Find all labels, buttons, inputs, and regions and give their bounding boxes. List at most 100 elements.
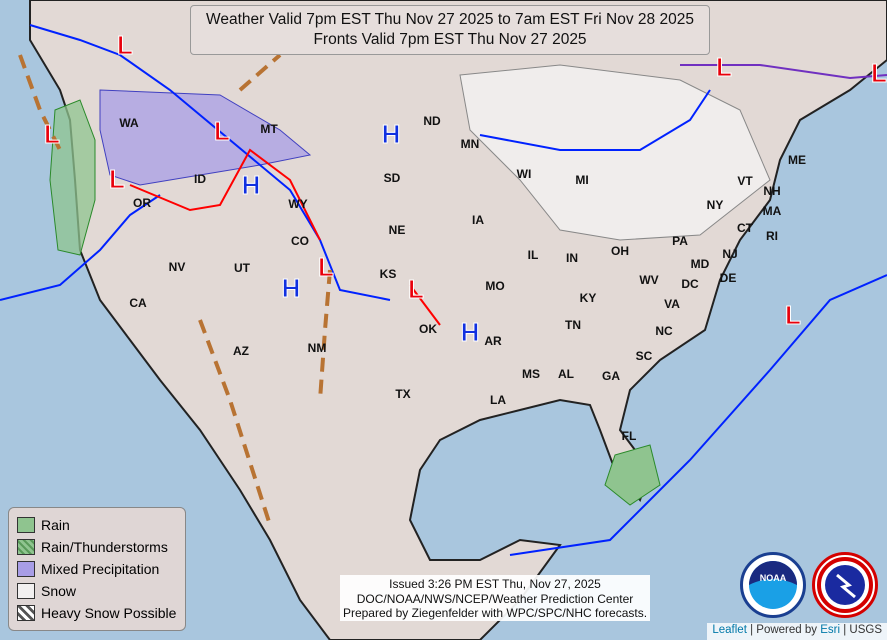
low-pressure-center: L	[318, 252, 334, 282]
map-title: Weather Valid 7pm EST Thu Nov 27 2025 to…	[190, 5, 710, 55]
legend-swatch	[17, 561, 35, 577]
state-label-ky: KY	[580, 291, 597, 305]
state-label-co: CO	[291, 234, 309, 248]
legend-swatch	[17, 539, 35, 555]
legend-label: Snow	[41, 583, 77, 599]
low-pressure-center: L	[109, 164, 125, 194]
state-label-nm: NM	[308, 341, 327, 355]
rain-area	[49, 99, 96, 256]
state-label-ok: OK	[419, 322, 437, 336]
attribution-text: | Powered by	[746, 624, 821, 636]
state-label-la: LA	[490, 393, 506, 407]
snow-area-great-lakes	[459, 64, 771, 241]
esri-link[interactable]: Esri	[820, 624, 841, 636]
mixed-precip-area	[99, 89, 312, 186]
high-pressure-center: H	[382, 119, 401, 149]
state-label-tx: TX	[395, 387, 410, 401]
state-label-wy: WY	[288, 197, 307, 211]
state-label-sd: SD	[384, 171, 401, 185]
state-label-ri: RI	[766, 229, 778, 243]
legend-swatch	[17, 517, 35, 533]
state-label-ct: CT	[737, 221, 754, 235]
state-label-de: DE	[720, 271, 737, 285]
legend-label: Rain	[41, 517, 70, 533]
legend-item: Snow	[17, 580, 177, 602]
state-label-vt: VT	[737, 174, 753, 188]
state-label-id: ID	[194, 172, 206, 186]
state-label-mn: MN	[461, 137, 480, 151]
state-label-nv: NV	[169, 260, 186, 274]
state-label-nj: NJ	[722, 247, 737, 261]
issued-box: Issued 3:26 PM EST Thu, Nov 27, 2025 DOC…	[340, 575, 650, 621]
legend-item: Heavy Snow Possible	[17, 602, 177, 624]
state-label-dc: DC	[681, 277, 699, 291]
state-label-al: AL	[558, 367, 574, 381]
state-label-fl: FL	[622, 429, 637, 443]
low-pressure-center: L	[214, 116, 230, 146]
state-label-ks: KS	[380, 267, 397, 281]
low-pressure-center: L	[44, 119, 60, 149]
state-label-tn: TN	[565, 318, 581, 332]
trough	[238, 53, 282, 92]
cold-front	[509, 274, 887, 556]
state-label-ca: CA	[129, 296, 147, 310]
leaflet-link[interactable]: Leaflet	[712, 624, 747, 636]
state-label-me: ME	[788, 153, 806, 167]
warm-front	[129, 148, 321, 241]
state-label-md: MD	[691, 257, 710, 271]
state-label-mt: MT	[260, 122, 278, 136]
cold-front	[29, 24, 391, 301]
state-label-in: IN	[566, 251, 578, 265]
low-pressure-center: L	[117, 30, 133, 60]
occluded-front	[680, 64, 887, 80]
title-line-1: Weather Valid 7pm EST Thu Nov 27 2025 to…	[206, 11, 694, 28]
attribution: Leaflet | Powered by Esri | USGS	[707, 623, 887, 640]
legend-item: Rain	[17, 514, 177, 536]
noaa-logo: NOAA	[740, 552, 806, 618]
forecaster-credit: Prepared by Ziegenfelder with WPC/SPC/NH…	[342, 606, 648, 620]
state-label-ne: NE	[389, 223, 406, 237]
state-label-ms: MS	[522, 367, 540, 381]
trough	[18, 54, 62, 151]
state-label-nd: ND	[423, 114, 441, 128]
high-pressure-center: H	[461, 317, 480, 347]
legend-swatch	[17, 583, 35, 599]
state-label-oh: OH	[611, 244, 629, 258]
state-label-pa: PA	[672, 234, 688, 248]
state-label-il: IL	[528, 248, 539, 262]
low-pressure-center: L	[785, 300, 801, 330]
legend-item: Rain/Thunderstorms	[17, 536, 177, 558]
state-label-nh: NH	[763, 184, 780, 198]
low-pressure-center: L	[408, 274, 424, 304]
issued-time: Issued 3:26 PM EST Thu, Nov 27, 2025	[389, 577, 601, 591]
high-pressure-center: H	[242, 170, 261, 200]
state-label-wi: WI	[517, 167, 532, 181]
state-label-or: OR	[133, 196, 151, 210]
state-label-wv: WV	[639, 273, 658, 287]
state-label-wa: WA	[119, 116, 139, 130]
state-label-mo: MO	[485, 279, 504, 293]
legend-label: Heavy Snow Possible	[41, 605, 177, 621]
state-label-ma: MA	[763, 204, 782, 218]
legend-swatch	[17, 605, 35, 621]
attribution-usgs: | USGS	[840, 624, 882, 636]
legend-label: Mixed Precipitation	[41, 561, 160, 577]
svg-text:NOAA: NOAA	[760, 573, 787, 583]
state-label-nc: NC	[655, 324, 673, 338]
warm-front	[409, 284, 441, 326]
legend-label: Rain/Thunderstorms	[41, 539, 168, 555]
state-label-ut: UT	[234, 261, 251, 275]
state-label-sc: SC	[636, 349, 653, 363]
state-label-va: VA	[664, 297, 680, 311]
title-line-2: Fronts Valid 7pm EST Thu Nov 27 2025	[313, 31, 587, 48]
state-label-mi: MI	[575, 173, 588, 187]
legend-item: Mixed Precipitation	[17, 558, 177, 580]
issuing-office: DOC/NOAA/NWS/NCEP/Weather Prediction Cen…	[356, 591, 634, 606]
state-label-ny: NY	[707, 198, 724, 212]
trough	[198, 319, 272, 526]
low-pressure-center: L	[871, 58, 887, 88]
state-label-ia: IA	[472, 213, 484, 227]
low-pressure-center: L	[716, 52, 732, 82]
legend: Rain Rain/Thunderstorms Mixed Precipitatio…	[8, 507, 186, 631]
